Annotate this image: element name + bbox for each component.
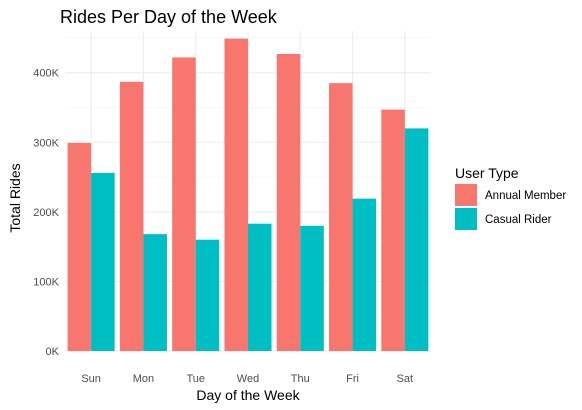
bar-annual-member-sun xyxy=(67,143,92,351)
legend-items: Annual Member Casual Rider xyxy=(455,184,566,230)
legend-key-annual-member xyxy=(455,184,477,206)
legend-label-annual-member: Annual Member xyxy=(485,190,566,202)
bar-casual-rider-sun xyxy=(91,172,115,351)
bar-annual-member-thu xyxy=(276,53,301,352)
x-tick-label: Tue xyxy=(186,373,205,385)
y-tick-label: 200K xyxy=(33,207,59,219)
x-axis-ticks: Sun Mon Tue Wed Thu Fri Sat xyxy=(81,373,413,385)
x-tick-label: Wed xyxy=(237,373,259,385)
bar-casual-rider-sat xyxy=(404,128,429,351)
legend-label-casual-rider: Casual Rider xyxy=(485,214,552,226)
bar-casual-rider-mon xyxy=(143,234,167,351)
legend-title: User Type xyxy=(455,165,519,181)
bar-casual-rider-fri xyxy=(352,198,377,351)
x-tick-label: Fri xyxy=(346,373,359,385)
bar-casual-rider-wed xyxy=(248,223,272,351)
x-tick-label: Sun xyxy=(81,373,101,385)
y-tick-label: 100K xyxy=(33,276,59,288)
y-tick-label: 0K xyxy=(46,346,60,358)
x-axis-title: Day of the Week xyxy=(196,387,300,403)
bar-annual-member-sat xyxy=(381,109,405,351)
x-tick-label: Thu xyxy=(291,373,310,385)
y-axis-title: Total Rides xyxy=(7,163,23,232)
legend: User Type Annual Member Casual Rider xyxy=(455,165,566,230)
y-tick-label: 300K xyxy=(33,137,59,149)
legend-key-casual-rider xyxy=(455,208,477,230)
y-tick-label: 400K xyxy=(33,68,59,80)
y-axis-ticks: 0K 100K 200K 300K 400K xyxy=(33,68,59,358)
chart-title: Rides Per Day of the Week xyxy=(60,7,278,27)
x-tick-label: Mon xyxy=(133,373,154,385)
bars xyxy=(67,38,429,352)
bar-annual-member-mon xyxy=(119,81,144,352)
bar-annual-member-tue xyxy=(172,57,196,351)
bar-annual-member-wed xyxy=(224,38,248,352)
bar-casual-rider-tue xyxy=(195,239,220,351)
bar-casual-rider-thu xyxy=(300,225,324,351)
x-tick-label: Sat xyxy=(397,373,414,385)
bar-annual-member-fri xyxy=(329,83,353,351)
